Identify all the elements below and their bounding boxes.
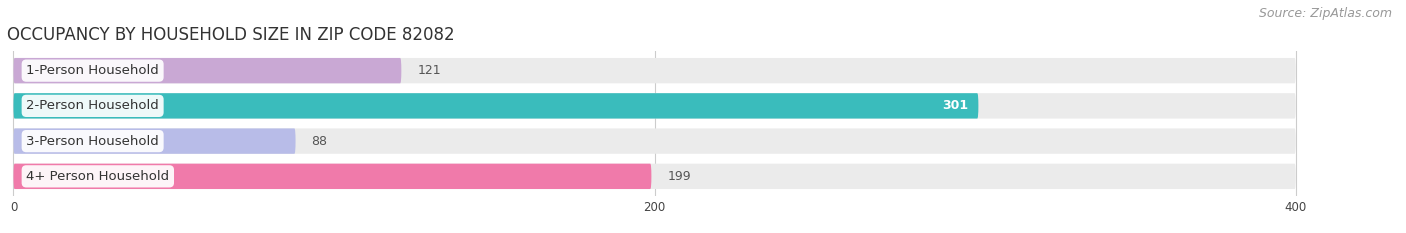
FancyBboxPatch shape xyxy=(14,58,401,83)
Text: Source: ZipAtlas.com: Source: ZipAtlas.com xyxy=(1258,7,1392,20)
Text: 3-Person Household: 3-Person Household xyxy=(27,135,159,148)
Text: 199: 199 xyxy=(668,170,692,183)
FancyBboxPatch shape xyxy=(14,164,651,189)
Text: OCCUPANCY BY HOUSEHOLD SIZE IN ZIP CODE 82082: OCCUPANCY BY HOUSEHOLD SIZE IN ZIP CODE … xyxy=(7,26,454,44)
Text: 2-Person Household: 2-Person Household xyxy=(27,99,159,112)
FancyBboxPatch shape xyxy=(14,128,295,154)
Text: 121: 121 xyxy=(418,64,441,77)
Text: 301: 301 xyxy=(942,99,969,112)
FancyBboxPatch shape xyxy=(14,164,1296,189)
Text: 1-Person Household: 1-Person Household xyxy=(27,64,159,77)
FancyBboxPatch shape xyxy=(14,58,1296,83)
Text: 4+ Person Household: 4+ Person Household xyxy=(27,170,169,183)
FancyBboxPatch shape xyxy=(14,128,1296,154)
Text: 88: 88 xyxy=(312,135,328,148)
FancyBboxPatch shape xyxy=(14,93,1296,119)
FancyBboxPatch shape xyxy=(14,93,979,119)
